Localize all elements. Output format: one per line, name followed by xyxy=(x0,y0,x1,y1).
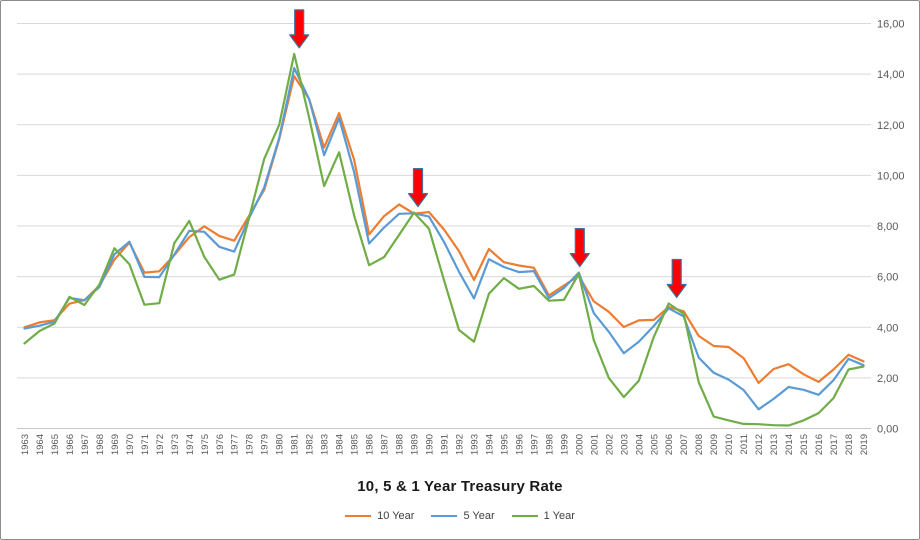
x-axis-label: 2009 xyxy=(709,434,720,455)
x-axis-label: 1967 xyxy=(80,434,91,455)
x-axis-label: 1980 xyxy=(275,434,286,455)
x-axis-label: 2007 xyxy=(679,434,690,455)
x-axis-label: 1966 xyxy=(65,434,76,455)
x-axis-label: 2008 xyxy=(694,434,705,455)
x-axis-label: 1986 xyxy=(365,434,376,455)
x-axis-label: 1987 xyxy=(380,434,391,455)
x-axis-label: 1968 xyxy=(95,434,106,455)
y-axis-label: 12,00 xyxy=(877,120,905,132)
x-axis-label: 2019 xyxy=(859,434,870,455)
x-axis-label: 2016 xyxy=(814,434,825,455)
x-axis-label: 1984 xyxy=(335,434,346,455)
x-axis-label: 2004 xyxy=(634,434,645,455)
x-axis-label: 1994 xyxy=(484,434,495,455)
x-axis-label: 1999 xyxy=(559,434,570,455)
x-axis-label: 2015 xyxy=(799,434,810,455)
x-axis-label: 2005 xyxy=(649,434,660,455)
x-axis-label: 1963 xyxy=(20,434,31,455)
x-axis-label: 1981 xyxy=(290,434,301,455)
x-axis-label: 1972 xyxy=(155,434,166,455)
x-axis-label: 1989 xyxy=(410,434,421,455)
x-axis-label: 1976 xyxy=(215,434,226,455)
x-axis-label: 2001 xyxy=(589,434,600,455)
y-axis-label: 14,00 xyxy=(877,69,905,81)
y-axis-label: 8,00 xyxy=(877,221,898,233)
annotation-arrow-2000 xyxy=(569,228,590,268)
y-axis-label: 4,00 xyxy=(877,322,898,334)
x-axis-label: 1991 xyxy=(440,434,451,455)
series-5-year-line xyxy=(23,66,865,411)
x-axis-label: 1979 xyxy=(260,434,271,455)
x-axis-label: 1993 xyxy=(469,434,480,455)
chart-legend: 10 Year 5 Year 1 Year xyxy=(1,510,919,522)
x-axis-label: 1998 xyxy=(544,434,555,455)
x-axis-label: 1974 xyxy=(185,434,196,455)
x-axis-label: 1988 xyxy=(395,434,406,455)
legend-item-5-year: 5 Year xyxy=(431,510,495,522)
x-axis-label: 1995 xyxy=(499,434,510,455)
x-axis-label: 1982 xyxy=(305,434,316,455)
legend-line-swatch xyxy=(511,514,538,518)
x-axis-label: 2000 xyxy=(574,434,585,455)
series-1-year-line xyxy=(23,52,865,427)
x-axis-label: 1971 xyxy=(140,434,151,455)
x-axis-label: 2014 xyxy=(784,434,795,455)
legend-line-swatch xyxy=(345,514,372,518)
legend-item-1-year: 1 Year xyxy=(511,510,575,522)
x-axis-label: 1992 xyxy=(454,434,465,455)
y-axis-label: 2,00 xyxy=(877,373,898,385)
x-axis-label: 2017 xyxy=(829,434,840,455)
chart-title: 10, 5 & 1 Year Treasury Rate xyxy=(357,478,563,495)
x-axis-label: 2012 xyxy=(754,434,765,455)
legend-line-swatch xyxy=(431,514,458,518)
annotation-arrow-2006 xyxy=(666,258,687,299)
x-axis-label: 1978 xyxy=(245,434,256,455)
legend-label: 5 Year xyxy=(463,510,495,522)
x-axis-label: 1990 xyxy=(425,434,436,455)
x-axis-label: 2002 xyxy=(604,434,615,455)
x-axis-label: 1996 xyxy=(514,434,525,455)
legend-label: 1 Year xyxy=(543,510,575,522)
x-axis-label: 1997 xyxy=(529,434,540,455)
annotation-arrow-1981 xyxy=(289,9,310,49)
x-axis-label: 1975 xyxy=(200,434,211,455)
x-axis-label: 2006 xyxy=(664,434,675,455)
x-axis-label: 2010 xyxy=(724,434,735,455)
x-axis-label: 2003 xyxy=(619,434,630,455)
legend-label: 10 Year xyxy=(377,510,415,522)
x-axis-label: 1977 xyxy=(230,434,241,455)
x-axis-label: 1973 xyxy=(170,434,181,455)
x-axis-label: 1964 xyxy=(35,434,46,455)
annotation-arrow-1989 xyxy=(407,168,429,208)
x-axis-label: 1985 xyxy=(350,434,361,455)
y-axis-label: 0,00 xyxy=(877,424,898,436)
chart-canvas: 0,00 2,00 4,00 6,00 8,00 10,00 12,00 14,00 16,00… xyxy=(17,9,905,455)
x-axis-label: 1983 xyxy=(320,434,331,455)
x-axis-label: 2013 xyxy=(769,434,780,455)
x-axis-label: 1969 xyxy=(110,434,121,455)
legend-item-10-year: 10 Year xyxy=(345,510,414,522)
y-axis-label: 16,00 xyxy=(877,19,905,31)
series-10-year-line xyxy=(23,74,865,384)
x-axis-label: 1970 xyxy=(125,434,136,455)
x-axis-label: 2011 xyxy=(739,434,750,454)
x-axis-label: 2018 xyxy=(844,434,855,455)
y-axis-label: 10,00 xyxy=(877,170,905,182)
y-axis-label: 6,00 xyxy=(877,272,898,284)
x-axis-label: 1965 xyxy=(50,434,61,455)
